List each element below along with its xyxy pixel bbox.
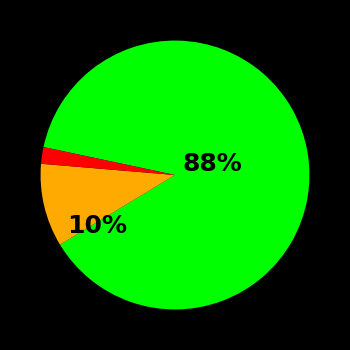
Wedge shape <box>41 164 175 245</box>
Wedge shape <box>43 41 309 309</box>
Wedge shape <box>41 147 175 175</box>
Text: 88%: 88% <box>183 152 243 176</box>
Text: 10%: 10% <box>67 214 127 238</box>
